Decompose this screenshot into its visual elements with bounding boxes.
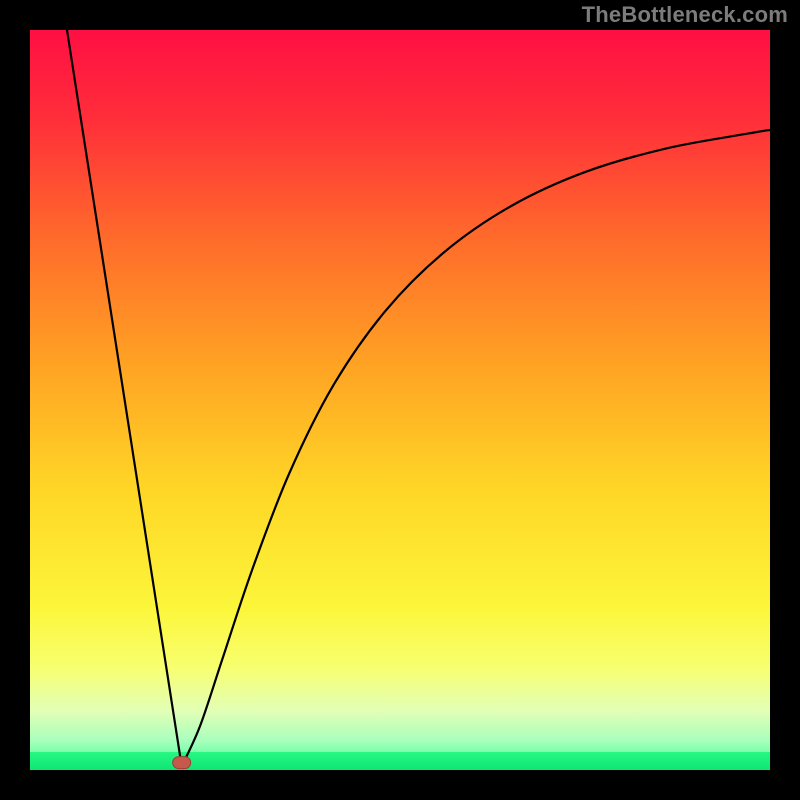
valley-marker [173,757,191,769]
watermark-text: TheBottleneck.com [582,2,788,28]
gradient-background [30,30,770,770]
chart-container: TheBottleneck.com [0,0,800,800]
bottleneck-chart [0,0,800,800]
bottom-green-strip [30,752,770,770]
plot-area [15,15,785,785]
